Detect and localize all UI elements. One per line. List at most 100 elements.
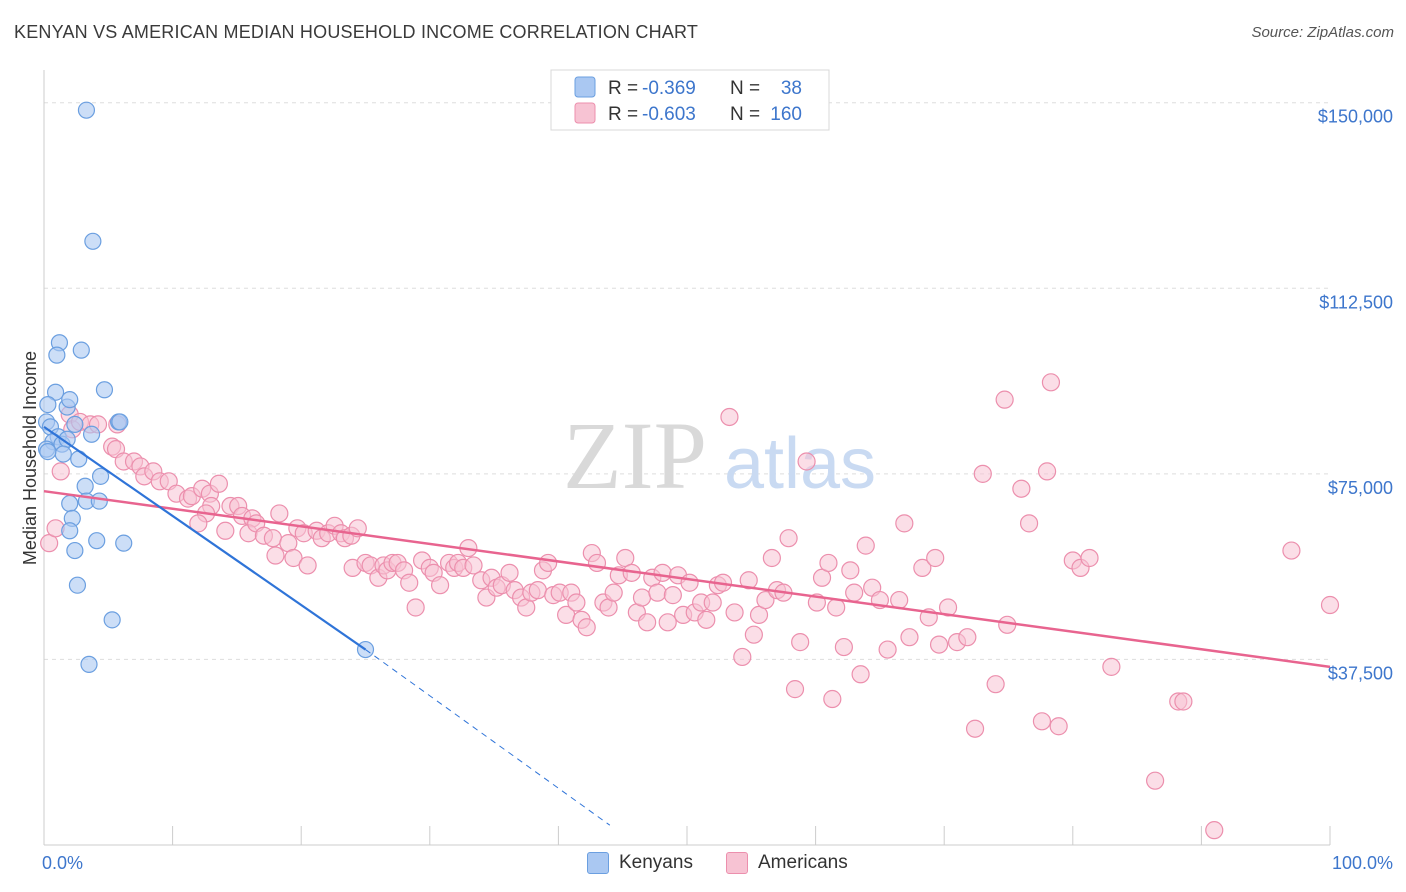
kenyan-point [91, 467, 110, 485]
american-point [895, 514, 914, 533]
kenyan-point [66, 541, 84, 560]
american-point [430, 576, 450, 595]
americans-points [40, 373, 1340, 840]
americans-trendline [43, 489, 1331, 669]
american-point [51, 462, 70, 481]
american-point [973, 464, 992, 483]
kenyan-point [80, 655, 98, 673]
x-tick-label-max: 100.0% [1332, 853, 1393, 873]
american-point [1146, 771, 1165, 790]
american-point [400, 573, 419, 592]
kenyan-point [115, 534, 133, 552]
legend-r-value-americans: -0.603 [642, 104, 696, 125]
american-point [797, 452, 816, 471]
american-point [1019, 514, 1039, 533]
american-point [1320, 595, 1340, 615]
kenyan-point [76, 477, 94, 495]
american-point [658, 613, 677, 632]
kenyans-swatch [587, 852, 609, 874]
x-tick-labels: 0.0% 100.0% [42, 853, 1393, 873]
american-point [926, 548, 945, 568]
american-point [663, 586, 682, 605]
american-point [819, 553, 838, 573]
american-point [938, 598, 958, 617]
american-point [1080, 548, 1099, 568]
american-point [913, 558, 932, 577]
x-tick-label-min: 0.0% [42, 853, 83, 873]
kenyan-point [39, 443, 57, 461]
american-point [500, 563, 519, 582]
american-point [216, 521, 235, 540]
american-point [298, 556, 317, 575]
american-point [209, 474, 228, 493]
kenyan-point [61, 522, 79, 540]
kenyan-point [103, 611, 121, 629]
american-point [270, 504, 289, 523]
american-point [845, 583, 864, 602]
kenyan-point [77, 101, 96, 119]
american-point [958, 628, 977, 647]
y-tick-labels: $37,500 $75,000 $112,500 $150,000 [1318, 107, 1393, 684]
american-point [995, 390, 1014, 409]
kenyan-point [46, 383, 65, 401]
kenyan-point [70, 450, 88, 468]
legend-n-value-kenyans: 38 [781, 78, 802, 99]
source-credit: Source: ZipAtlas.com [1251, 24, 1394, 41]
american-point [638, 613, 657, 632]
legend-n-value-americans: 160 [770, 104, 802, 125]
american-point [733, 647, 752, 667]
american-point [929, 635, 949, 654]
legend-label-kenyans: Kenyans [619, 852, 693, 873]
y-tick-label: $112,500 [1319, 292, 1393, 312]
american-point [648, 583, 667, 602]
american-point [823, 689, 842, 709]
american-point [834, 637, 853, 657]
kenyan-point [68, 576, 87, 594]
kenyan-point [61, 391, 79, 409]
american-point [965, 719, 985, 738]
american-point [725, 603, 744, 622]
legend-item-kenyans: Kenyans [587, 852, 693, 874]
american-point [1205, 821, 1224, 840]
kenyan-point [39, 395, 57, 414]
kenyan-point [111, 413, 129, 431]
american-point [528, 581, 547, 600]
american-point [604, 583, 623, 602]
watermark-zip: ZIP [563, 402, 707, 509]
kenyans-points [37, 101, 375, 673]
american-point [653, 563, 672, 582]
american-point [851, 665, 870, 684]
american-point [1174, 692, 1193, 711]
american-point [587, 553, 607, 573]
american-point [189, 514, 208, 533]
american-point [703, 593, 722, 612]
americans-swatch [726, 852, 748, 874]
kenyan-point [95, 381, 114, 399]
y-tick-label: $37,500 [1328, 663, 1393, 683]
american-point [1282, 541, 1301, 560]
legend-swatch-americans [574, 102, 596, 124]
american-point [406, 598, 425, 617]
kenyan-point [72, 341, 90, 359]
american-point [720, 407, 739, 427]
american-point [1037, 462, 1057, 481]
legend-r-value-kenyans: -0.369 [642, 78, 696, 99]
american-point [284, 548, 303, 568]
american-point [827, 598, 846, 617]
kenyans-trendline-extension [365, 649, 611, 826]
american-point [632, 588, 652, 607]
american-point [900, 628, 919, 647]
kenyans-trendline [43, 425, 367, 651]
legend-item-americans: Americans [726, 852, 848, 874]
american-point [779, 529, 798, 548]
legend-n-label-kenyans: N = [730, 78, 760, 99]
american-point [539, 553, 558, 573]
american-point [856, 536, 875, 555]
american-point [986, 675, 1005, 694]
chart-title: KENYAN VS AMERICAN MEDIAN HOUSEHOLD INCO… [14, 22, 699, 42]
legend-label-americans: Americans [758, 852, 848, 873]
american-point [744, 625, 763, 644]
american-point [1032, 712, 1052, 731]
american-point [577, 618, 596, 637]
